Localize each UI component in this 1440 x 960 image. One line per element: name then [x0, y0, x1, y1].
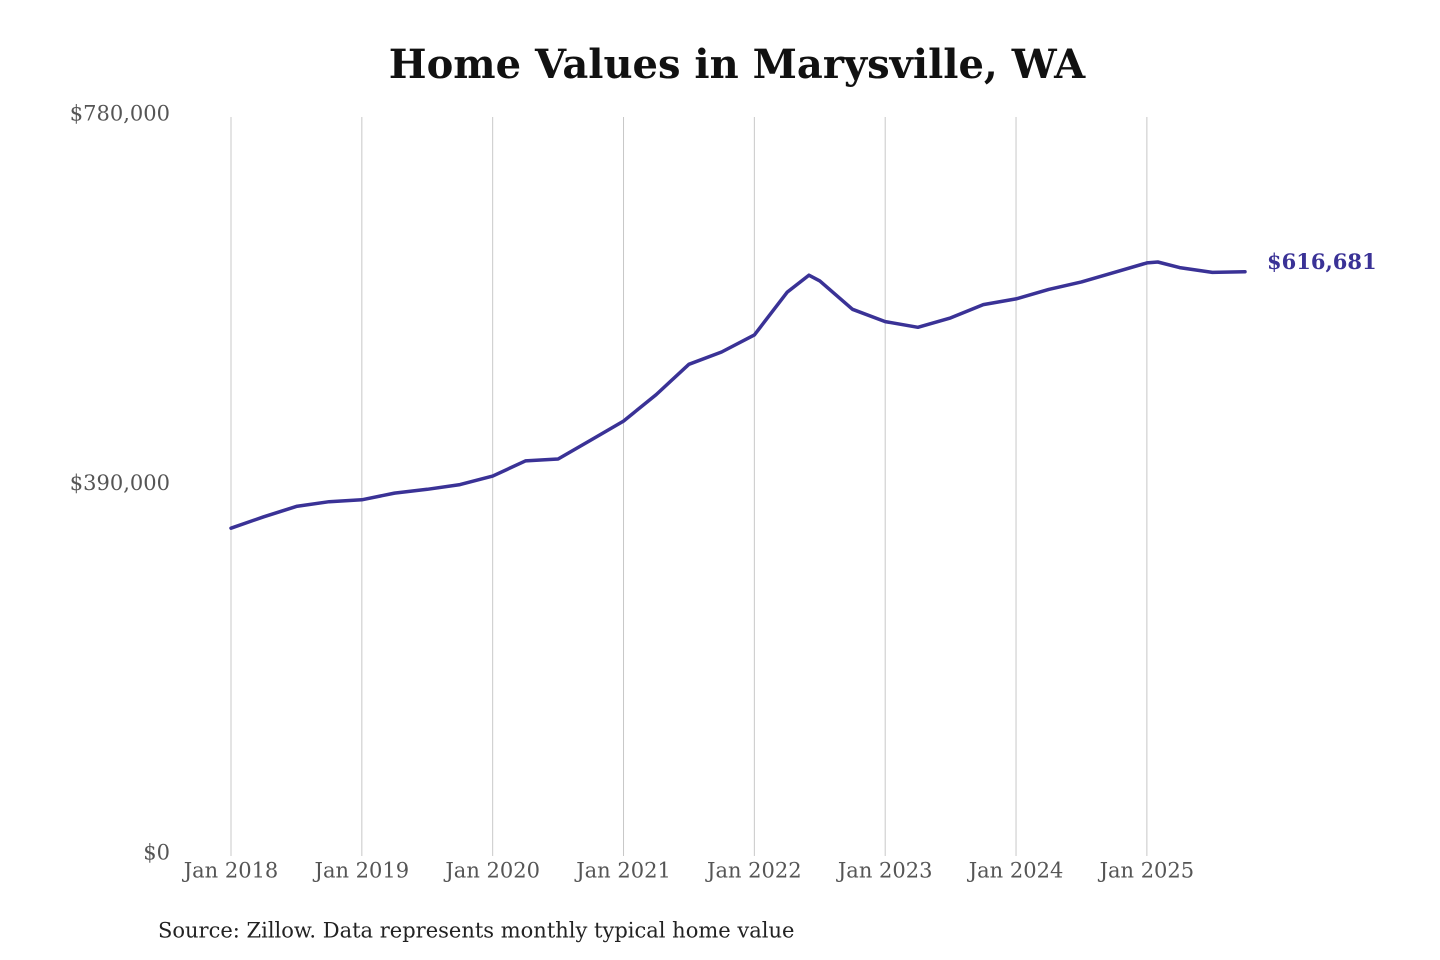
y-tick-label: $0	[143, 841, 170, 865]
x-tick-label: Jan 2021	[574, 859, 671, 883]
source-note: Source: Zillow. Data represents monthly …	[158, 919, 794, 943]
x-tick-label: Jan 2023	[836, 859, 933, 883]
x-tick-label: Jan 2020	[443, 859, 540, 883]
x-tick-label: Jan 2018	[182, 859, 279, 883]
chart-title: Home Values in Marysville, WA	[389, 41, 1086, 88]
y-tick-label: $780,000	[70, 102, 170, 126]
x-tick-label: Jan 2024	[967, 859, 1064, 883]
x-tick-label: Jan 2022	[705, 859, 802, 883]
line-series	[229, 260, 1247, 530]
x-tick-label: Jan 2025	[1098, 859, 1195, 883]
y-tick-label: $390,000	[70, 471, 170, 495]
x-tick-label: Jan 2019	[313, 859, 410, 883]
end-value-label: $616,681	[1267, 249, 1377, 274]
